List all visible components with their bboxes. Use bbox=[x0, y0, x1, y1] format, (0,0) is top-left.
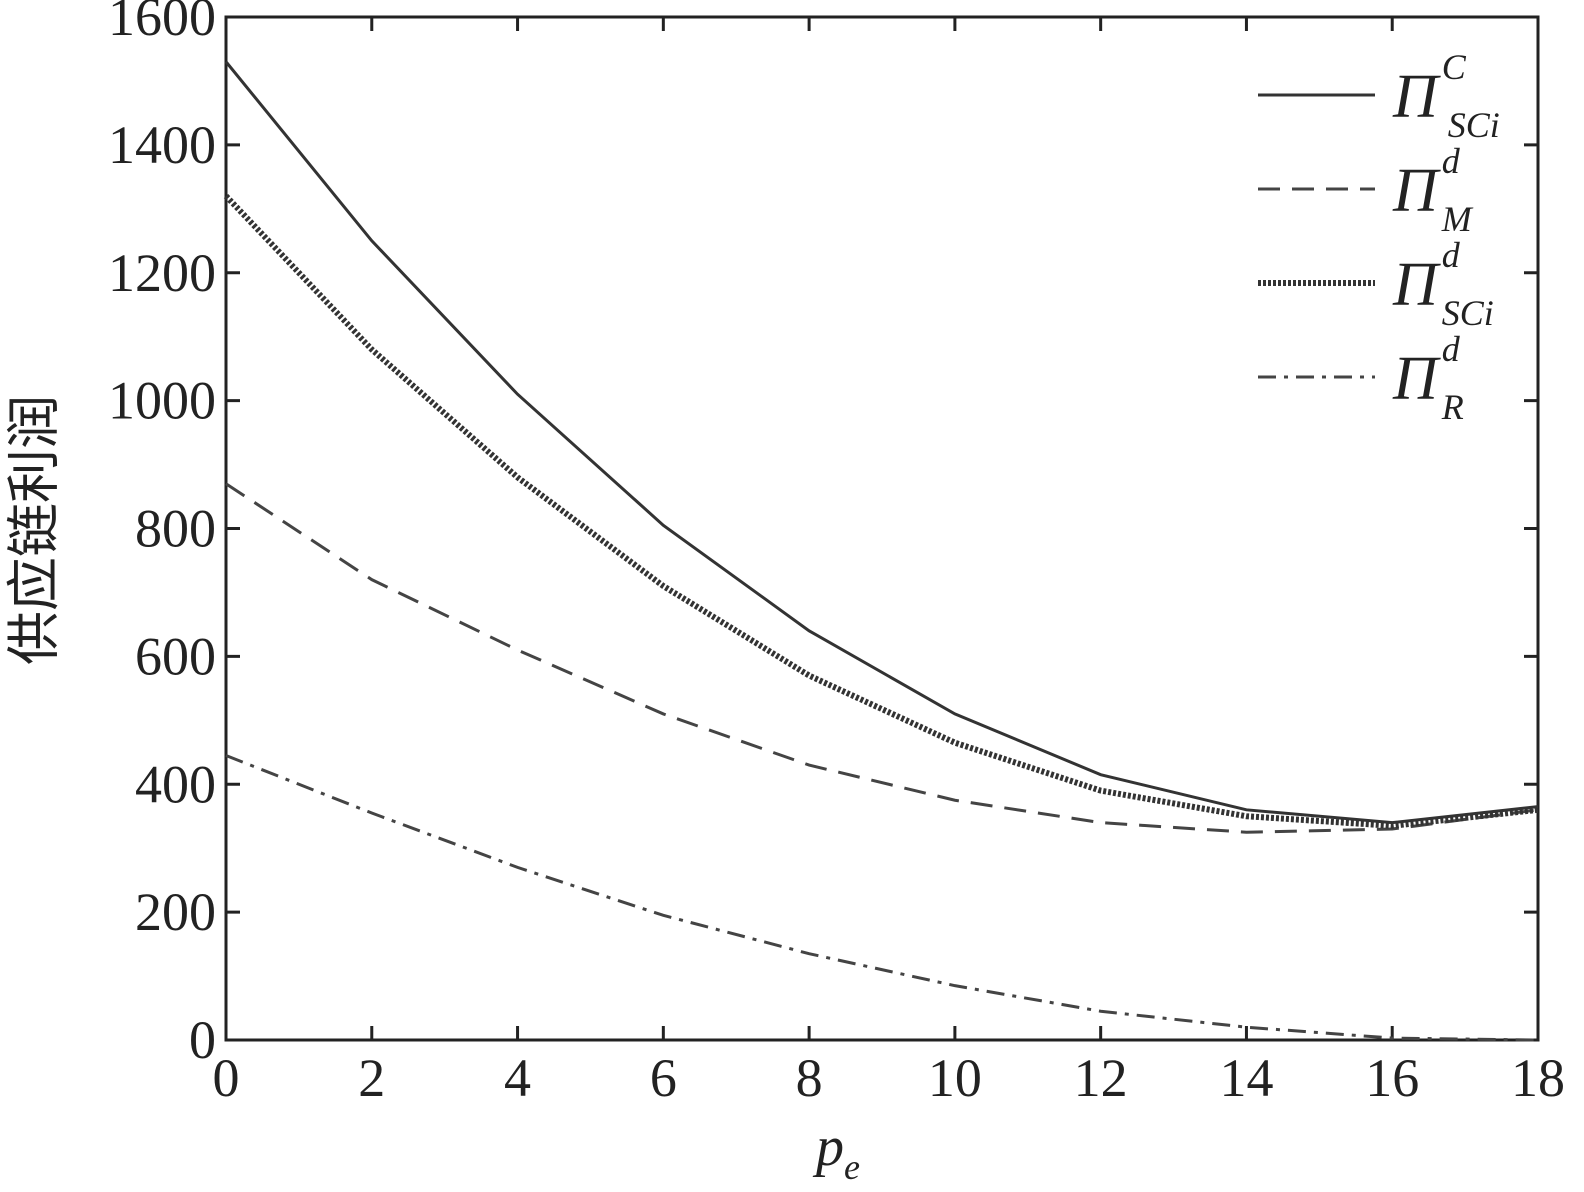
y-tick-label: 0 bbox=[189, 1010, 216, 1070]
x-tick-label: 0 bbox=[213, 1048, 240, 1108]
x-tick-label: 2 bbox=[358, 1048, 385, 1108]
legend-sub: M bbox=[1441, 199, 1474, 239]
legend-name: Π bbox=[1392, 63, 1441, 131]
y-tick-label: 400 bbox=[135, 754, 216, 814]
y-tick-label: 800 bbox=[135, 499, 216, 559]
y-tick-label: 1000 bbox=[108, 371, 216, 431]
x-tick-label: 10 bbox=[928, 1048, 982, 1108]
legend-sup: d bbox=[1442, 329, 1461, 369]
legend-entry: Π C SCi bbox=[1392, 47, 1500, 145]
legend-sub: SCi bbox=[1448, 105, 1500, 145]
x-tick-label: 16 bbox=[1365, 1048, 1419, 1108]
x-tick-label: 18 bbox=[1511, 1048, 1565, 1108]
series-line bbox=[223, 193, 1539, 829]
x-axis-label: pe bbox=[812, 1116, 860, 1187]
plot-frame bbox=[224, 15, 1540, 1042]
x-tick-label: 6 bbox=[650, 1048, 677, 1108]
x-tick-label: 8 bbox=[796, 1048, 823, 1108]
legend-name: Π bbox=[1392, 251, 1441, 319]
legend-name: Π bbox=[1392, 345, 1441, 413]
legend-sup: C bbox=[1442, 47, 1467, 87]
x-axis-label-sub: e bbox=[844, 1147, 860, 1187]
legend-name: Π bbox=[1392, 157, 1441, 225]
series-line bbox=[225, 754, 1539, 1042]
y-tick-label: 200 bbox=[135, 882, 216, 942]
legend-sup: d bbox=[1442, 141, 1461, 181]
x-tick-label: 12 bbox=[1074, 1048, 1128, 1108]
series-line bbox=[224, 60, 1539, 825]
x-tick-label: 4 bbox=[504, 1048, 531, 1108]
y-tick-label: 1400 bbox=[108, 115, 216, 175]
y-tick-label: 1200 bbox=[108, 243, 216, 303]
series-line bbox=[225, 482, 1539, 834]
y-axis-label: 供应链利润 bbox=[4, 395, 64, 665]
y-tick-label: 1600 bbox=[108, 0, 216, 47]
legend-sub: R bbox=[1441, 387, 1464, 427]
x-axis-label-main: p bbox=[812, 1116, 844, 1178]
x-tick-label: 14 bbox=[1219, 1048, 1273, 1108]
y-tick-label: 600 bbox=[135, 626, 216, 686]
legend-sub: SCi bbox=[1442, 293, 1494, 333]
legend-sup: d bbox=[1442, 235, 1461, 275]
